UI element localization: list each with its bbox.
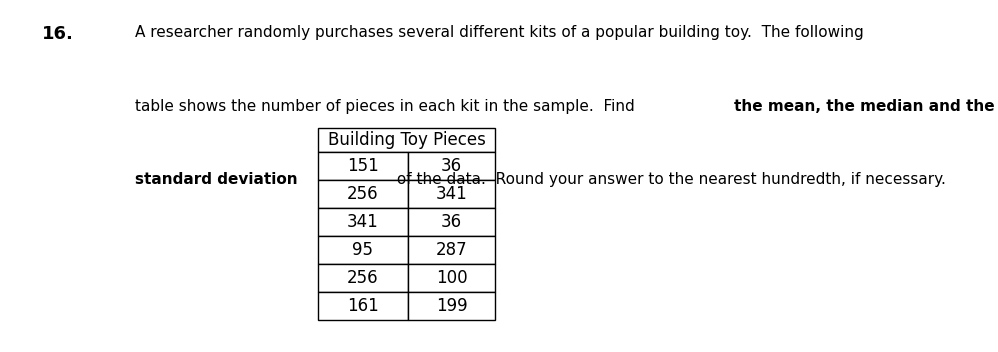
Bar: [408, 236, 495, 264]
Text: the mean, the median and the: the mean, the median and the: [734, 99, 994, 114]
Bar: [318, 208, 408, 236]
Text: 341: 341: [435, 185, 467, 203]
Text: 36: 36: [441, 213, 462, 231]
Bar: [318, 128, 495, 152]
Bar: [318, 152, 408, 180]
Text: 95: 95: [352, 241, 373, 259]
Text: A researcher randomly purchases several different kits of a popular building toy: A researcher randomly purchases several …: [135, 25, 863, 40]
Bar: [318, 264, 408, 292]
Bar: [408, 208, 495, 236]
Bar: [318, 292, 408, 320]
Text: 16.: 16.: [42, 25, 74, 43]
Text: Building Toy Pieces: Building Toy Pieces: [327, 131, 485, 149]
Bar: [408, 292, 495, 320]
Text: 256: 256: [347, 185, 379, 203]
Text: 161: 161: [347, 297, 379, 315]
Text: 199: 199: [436, 297, 467, 315]
Text: table shows the number of pieces in each kit in the sample.  Find: table shows the number of pieces in each…: [135, 99, 640, 114]
Bar: [318, 236, 408, 264]
Bar: [408, 264, 495, 292]
Text: 256: 256: [347, 269, 379, 287]
Bar: [408, 152, 495, 180]
Text: 151: 151: [347, 157, 379, 175]
Text: 287: 287: [436, 241, 467, 259]
Text: standard deviation: standard deviation: [135, 172, 297, 188]
Text: 341: 341: [347, 213, 379, 231]
Text: of the data.  Round your answer to the nearest hundredth, if necessary.: of the data. Round your answer to the ne…: [392, 172, 946, 188]
Text: 36: 36: [441, 157, 462, 175]
Bar: [318, 180, 408, 208]
Bar: [408, 180, 495, 208]
Text: 100: 100: [436, 269, 467, 287]
